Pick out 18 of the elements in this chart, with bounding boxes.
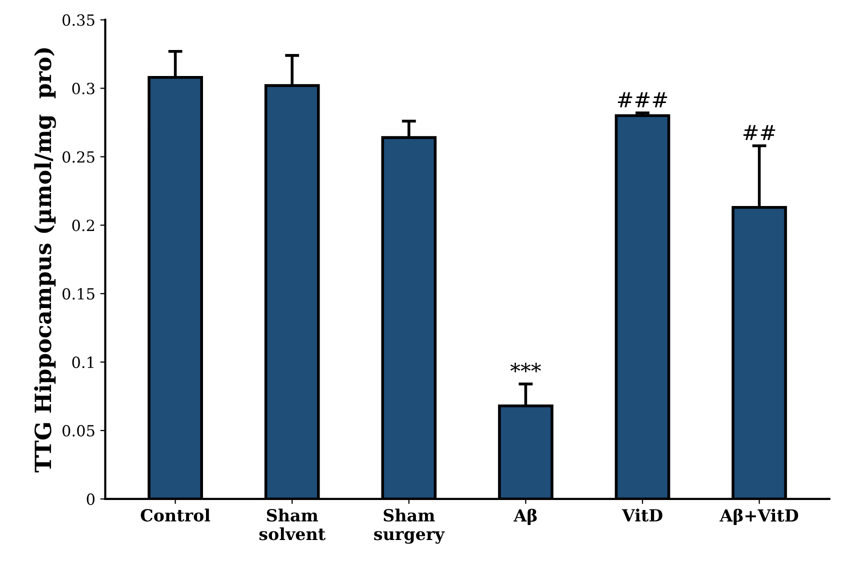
y-axis-title: TTG Hippocampus (µmol/mg pro) (34, 48, 56, 472)
annotation: ### (618, 92, 668, 108)
y-tick-label: 0.2 (72, 220, 94, 232)
y-tick-label: 0.1 (72, 356, 94, 368)
x-tick-label: Sham solvent (259, 508, 326, 540)
y-tick-label: 0.3 (72, 82, 94, 94)
x-tick-label: Sham surgery (374, 508, 445, 544)
annotation: *** (510, 362, 541, 372)
y-tick-label: 0.35 (62, 14, 94, 26)
y-tick-label: 0.25 (62, 151, 94, 163)
y-tick-label: 0 (86, 493, 95, 505)
y-tick-label: 0.15 (62, 288, 94, 300)
x-tick-label: Aβ (514, 508, 537, 525)
x-tick-label: Control (140, 508, 210, 522)
annotation: ## (743, 125, 776, 140)
x-tick-label: VitD (622, 508, 662, 522)
x-tick-label: Aβ+VitD (720, 508, 798, 525)
y-tick-label: 0.05 (62, 424, 94, 437)
